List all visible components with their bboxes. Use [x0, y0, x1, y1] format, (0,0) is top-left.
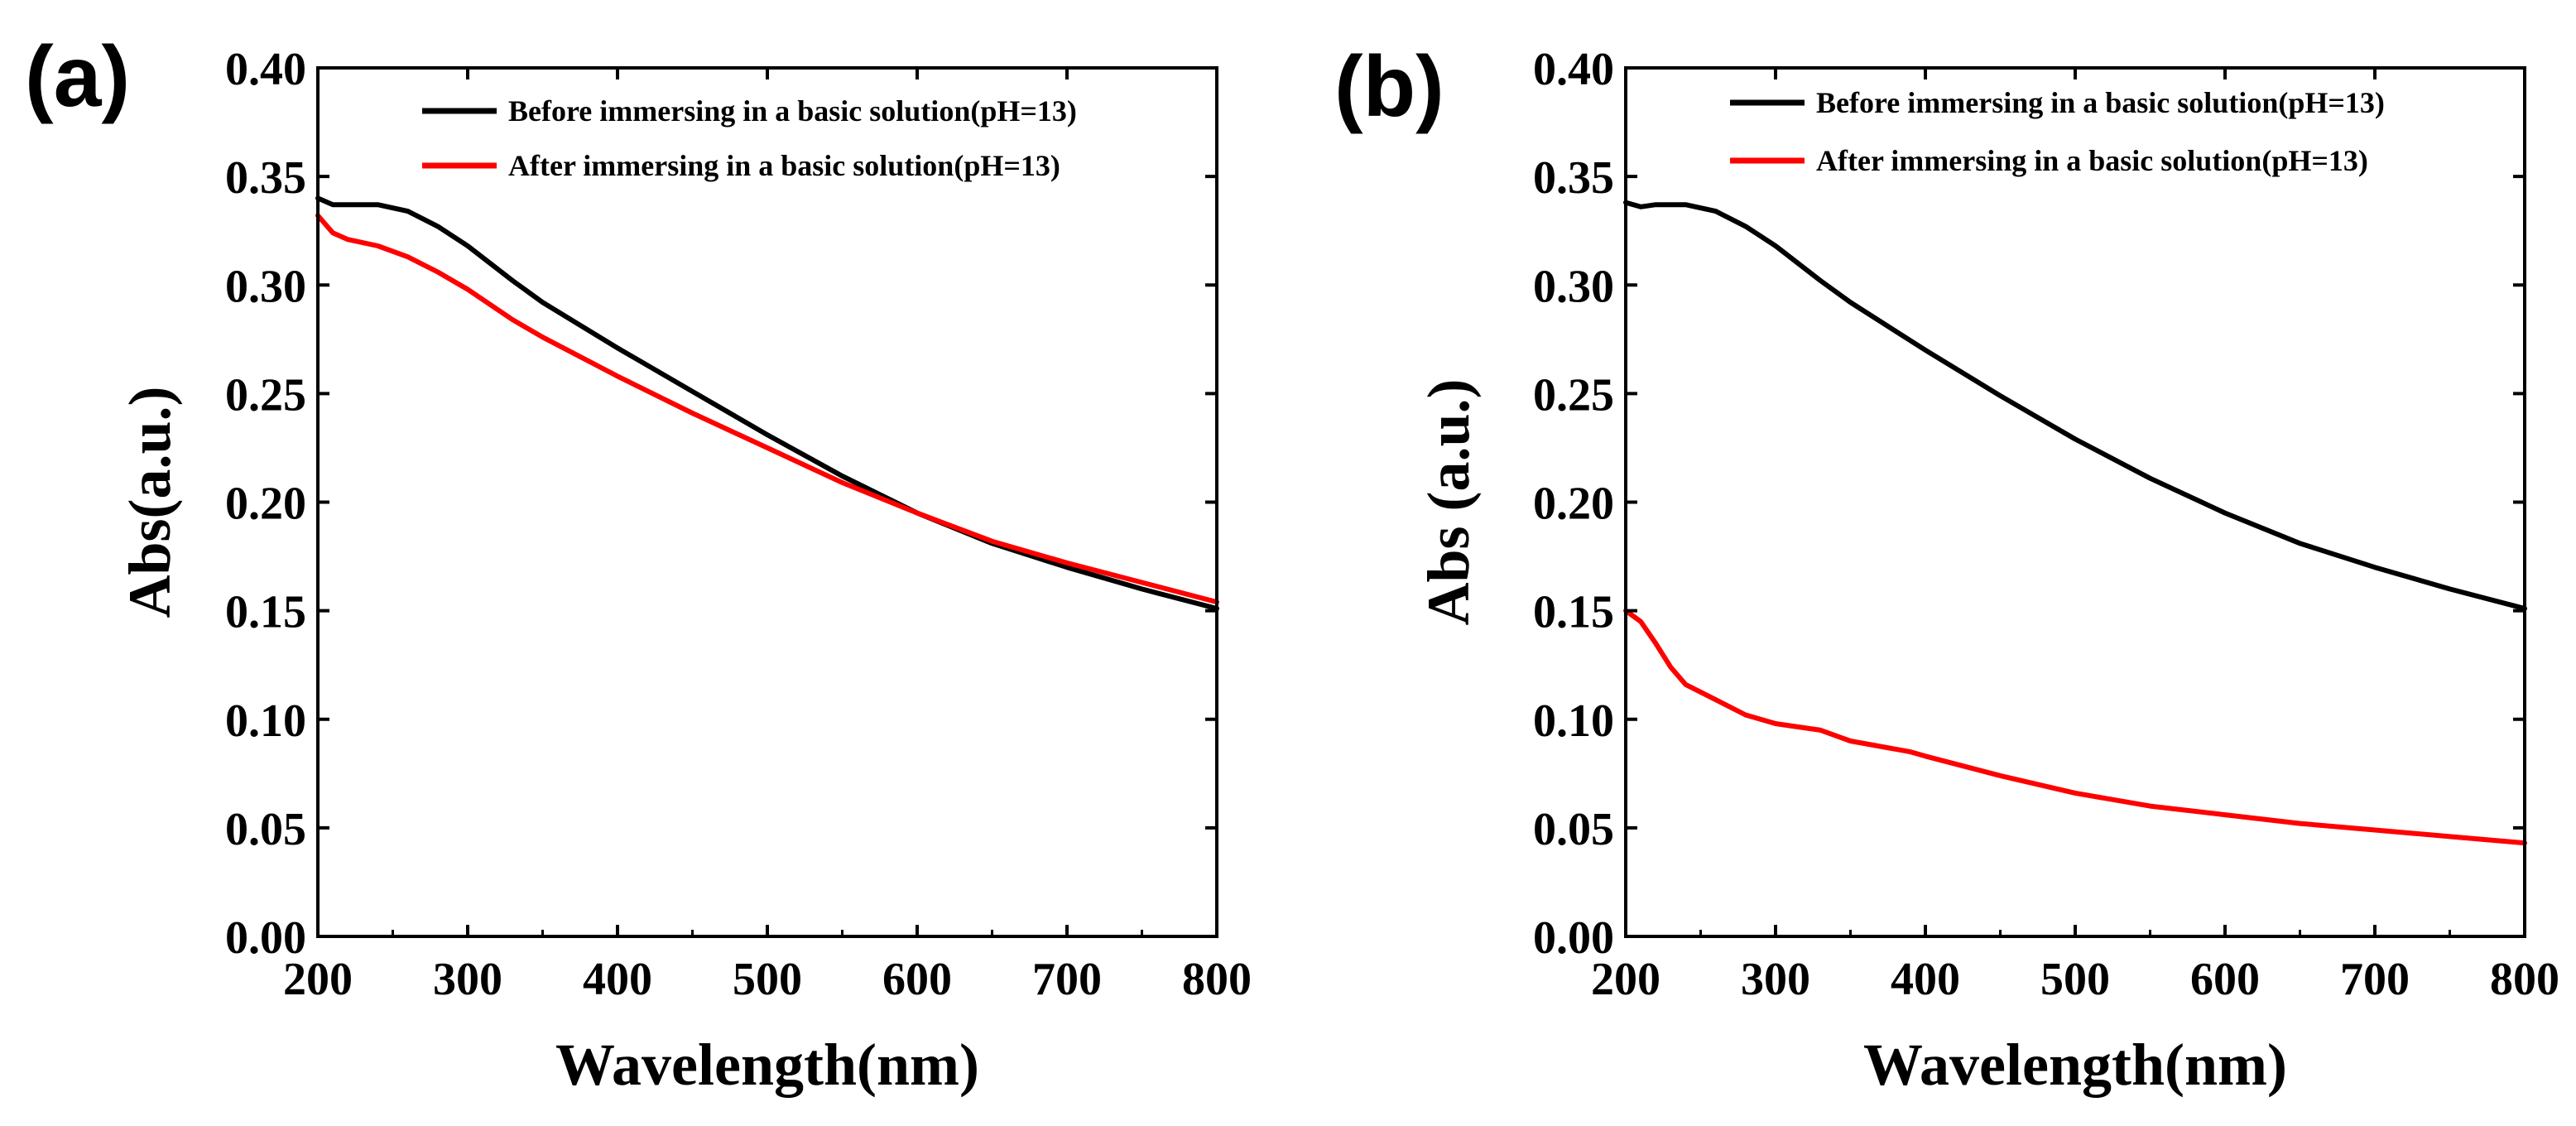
x-tick-label: 500: [733, 954, 802, 1005]
legend-label-after: After immersing in a basic solution(pH=1…: [1816, 144, 2368, 177]
x-tick-label: 300: [433, 954, 502, 1005]
y-tick-label: 0.00: [225, 912, 306, 964]
x-tick-label: 600: [2190, 954, 2260, 1005]
x-tick-label: 300: [1741, 954, 1810, 1005]
x-tick-label: 200: [1591, 954, 1660, 1005]
x-tick-label: 700: [2340, 954, 2410, 1005]
y-tick-label: 0.40: [1533, 44, 1614, 95]
y-tick-label: 0.10: [1533, 695, 1614, 747]
legend-label-after: After immersing in a basic solution(pH=1…: [508, 149, 1060, 182]
y-tick-label: 0.30: [1533, 261, 1614, 312]
series-line-after: [1623, 608, 2527, 846]
y-tick-label: 0.05: [1533, 804, 1614, 855]
y-tick-label: 0.25: [1533, 369, 1614, 421]
x-tick-label: 700: [1032, 954, 1102, 1005]
x-tick-label: 800: [2490, 954, 2559, 1005]
x-tick-label: 400: [583, 954, 652, 1005]
y-tick-label: 0.30: [225, 261, 306, 312]
y-tick-label: 0.35: [1533, 152, 1614, 204]
chart-panel-a: 200 300 400 500 600 700 800 0.00 0.05 0.10 0.15 0.2…: [25, 29, 1252, 1098]
x-tick-label: 200: [283, 954, 353, 1005]
legend-label-before: Before immersing in a basic solution(pH=…: [1816, 86, 2385, 119]
panel-label: (a): [25, 29, 130, 125]
series-line-before: [1623, 200, 2527, 611]
y-tick-label: 0.00: [1533, 912, 1614, 964]
y-tick-label: 0.15: [225, 587, 306, 638]
x-axis-title: Wavelength(nm): [1863, 1032, 2287, 1098]
y-tick-label: 0.05: [225, 804, 306, 855]
y-axis-title: Abs (a.u.): [1415, 378, 1482, 625]
legend-label-before: Before immersing in a basic solution(pH=…: [508, 94, 1077, 128]
y-tick-label: 0.25: [225, 369, 306, 421]
x-axis-title: Wavelength(nm): [555, 1032, 979, 1098]
x-tick-label: 500: [2040, 954, 2110, 1005]
panel-label: (b): [1334, 39, 1444, 135]
series-line-after: [315, 213, 1219, 605]
plot-frame: [316, 66, 1218, 938]
y-tick-label: 0.20: [225, 479, 306, 530]
x-tick-label: 800: [1182, 954, 1252, 1005]
y-tick-label: 0.10: [225, 695, 306, 747]
y-tick-label: 0.40: [225, 44, 306, 95]
plot-frame: [1624, 66, 2526, 938]
series-line-before: [315, 195, 1219, 611]
y-tick-label: 0.15: [1533, 587, 1614, 638]
y-tick-label: 0.35: [225, 152, 306, 204]
y-tick-label: 0.20: [1533, 479, 1614, 530]
y-axis-title: Abs(a.u.): [117, 386, 183, 618]
x-tick-label: 600: [882, 954, 952, 1005]
chart-panel-b: 200 300 400 500 600 700 800 0.00 0.05 0.10 0.15 0.2…: [1334, 39, 2559, 1098]
x-tick-label: 400: [1891, 954, 1960, 1005]
